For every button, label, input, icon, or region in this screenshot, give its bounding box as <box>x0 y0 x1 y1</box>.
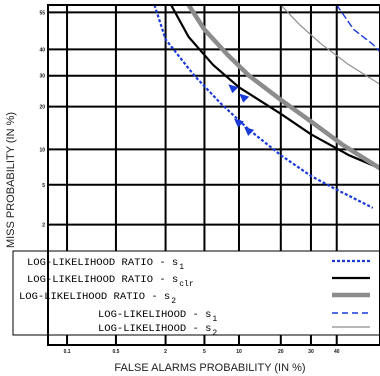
y-tick-label-4: 5 <box>42 183 45 189</box>
series-group <box>153 5 380 209</box>
x-tick-label-8: 40 <box>334 349 340 355</box>
legend-label-5: LOG-LIKELIHOOD - s <box>98 323 211 335</box>
legend-sub-2: clr <box>179 280 194 289</box>
series-line-3 <box>186 5 380 171</box>
plot-frame <box>47 4 380 346</box>
y-axis-label: MISS PROBABILITY (IN %) <box>5 112 17 248</box>
blue-marker-1 <box>228 84 239 94</box>
series-line-4 <box>336 5 380 53</box>
y-tick-label-3: 2 <box>42 223 45 229</box>
legend-sub-5: 2 <box>212 329 217 338</box>
x-tick-label-4: 5 <box>203 349 206 355</box>
legend-label-4: LOG-LIKELIHOOD - s <box>98 309 211 321</box>
grid-lines <box>48 5 380 345</box>
x-tick-label-7: 30 <box>308 349 314 355</box>
legend-sub-4: 1 <box>212 315 217 324</box>
y-tick-label-8: 40 <box>39 47 45 53</box>
y-tick-label-6: 20 <box>39 105 45 111</box>
series-line-1 <box>153 5 374 209</box>
x-tick-label-3: 2 <box>164 349 167 355</box>
legend-sub-3: 2 <box>171 297 176 306</box>
y-tick-label-9: 55 <box>39 10 45 16</box>
x-tick-label-1: 0.1 <box>64 349 71 355</box>
legend-box <box>12 250 380 336</box>
x-axis-label: FALSE ALARMS PROBABILITY (IN %) <box>114 362 305 374</box>
series-line-2 <box>170 5 380 170</box>
legend-label-1: LOG-LIKELIHOOD RATIO - s <box>27 257 178 269</box>
blue-marker-4 <box>244 126 255 136</box>
y-tick-label-5: 10 <box>39 147 45 153</box>
x-tick-label-5: 10 <box>236 349 242 355</box>
blue-marker-2 <box>239 93 250 103</box>
x-tick-label-6: 20 <box>278 349 284 355</box>
legend-label-3: LOG-LIKELIHOOD RATIO - s <box>19 291 170 303</box>
y-tick-label-7: 30 <box>39 74 45 80</box>
x-tick-label-2: 0.5 <box>112 349 119 355</box>
series-line-5 <box>280 5 380 85</box>
legend: LOG-LIKELIHOOD RATIO - s 1LOG-LIKELIHOOD … <box>12 250 380 338</box>
blue-marker-3 <box>233 118 244 128</box>
legend-sub-1: 1 <box>179 263 184 272</box>
legend-label-2: LOG-LIKELIHOOD RATIO - s <box>27 274 178 286</box>
